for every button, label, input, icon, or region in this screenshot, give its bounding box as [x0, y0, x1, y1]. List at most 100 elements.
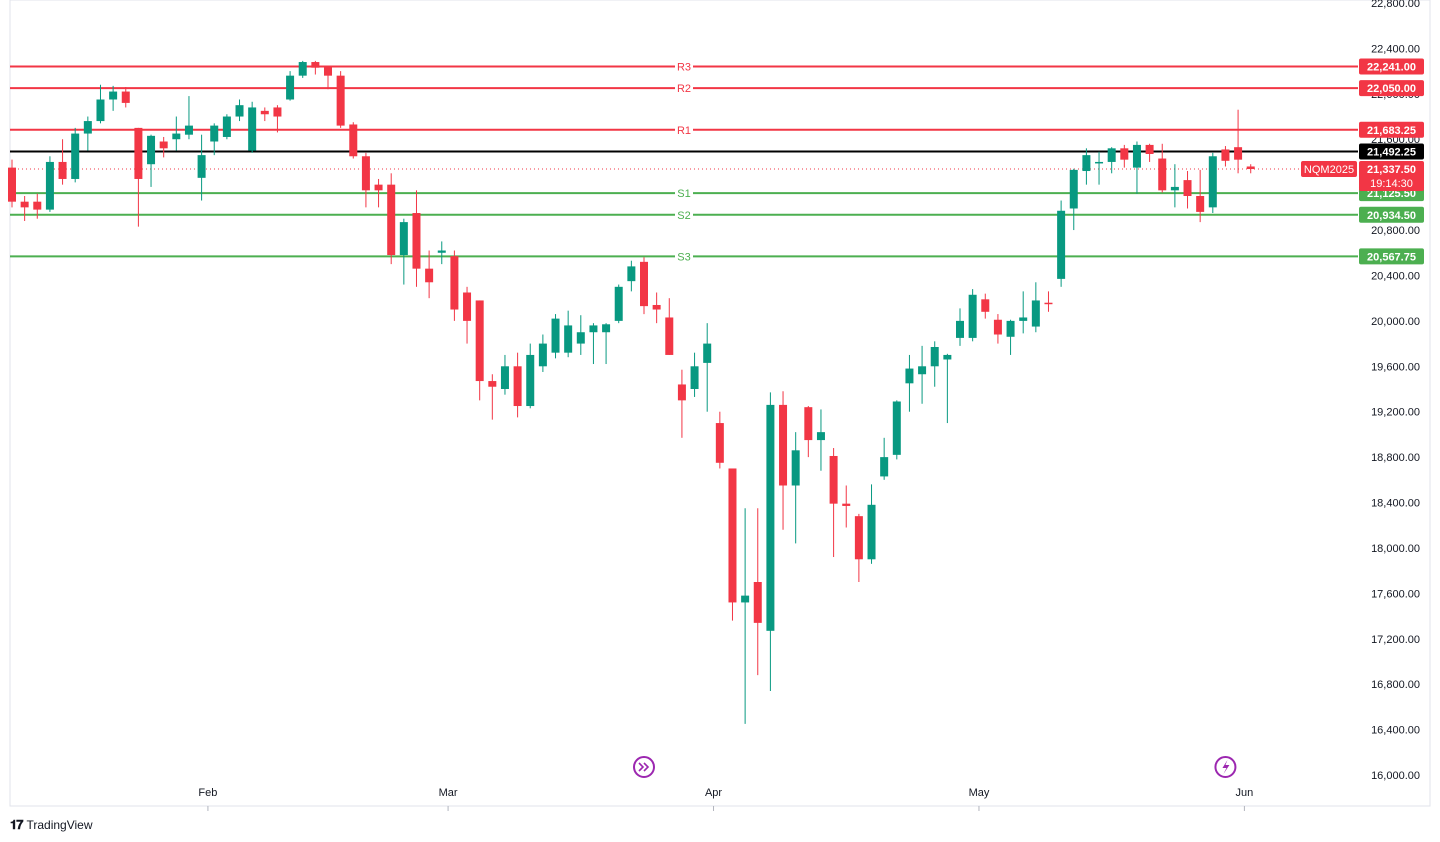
candle — [551, 314, 560, 359]
axes: 16,000.00 16,400.00 16,800.00 17,200.00 17,6… — [198, 0, 1420, 811]
countdown-label: 19:14:30 — [1370, 178, 1413, 190]
candle-body — [564, 325, 573, 353]
candle-body — [981, 299, 990, 312]
level-name: R3 — [677, 61, 691, 73]
candle-body — [134, 127, 143, 179]
y-tick-label: 18,000.00 — [1371, 543, 1420, 555]
candle — [121, 87, 130, 108]
candle-body — [475, 300, 484, 382]
candle — [1057, 200, 1066, 287]
candle-body — [1120, 148, 1129, 160]
level-price-tag — [1359, 58, 1424, 75]
candle-body — [1044, 302, 1053, 305]
candle-body — [703, 343, 712, 363]
candle-body — [121, 91, 130, 103]
candle — [867, 484, 876, 564]
candle — [842, 485, 851, 528]
candle-body — [1132, 144, 1141, 168]
candle-body — [374, 184, 383, 191]
candle-body — [71, 133, 80, 179]
level-price-tag — [1359, 121, 1424, 138]
candle-body — [349, 124, 358, 157]
candle-body — [109, 91, 118, 100]
candle-body — [45, 161, 54, 210]
candle-body — [286, 75, 295, 100]
y-tick-label: 18,800.00 — [1371, 452, 1420, 464]
candle-body — [993, 319, 1002, 335]
candle — [450, 250, 459, 321]
level-price-label: 22,050.00 — [1367, 83, 1416, 95]
candle-body — [627, 266, 636, 282]
level-price-label: 21,492.25 — [1367, 146, 1416, 158]
candle-body — [513, 366, 522, 407]
y-tick-label: 16,400.00 — [1371, 725, 1420, 737]
candle — [576, 315, 585, 355]
candle-body — [425, 268, 434, 283]
candle — [1170, 164, 1179, 208]
candle — [652, 292, 661, 324]
candle — [298, 60, 307, 78]
candle-body — [172, 133, 181, 140]
candle — [677, 369, 686, 438]
candle — [956, 308, 964, 346]
candle — [147, 134, 156, 187]
candle — [109, 85, 118, 111]
candle-body — [892, 401, 901, 455]
candle-body — [829, 455, 838, 504]
candle-body — [1082, 155, 1091, 172]
level-name-bg — [675, 82, 693, 95]
candle-body — [1246, 166, 1255, 170]
y-tick-label: 16,000.00 — [1371, 770, 1420, 782]
candle-body — [33, 201, 42, 210]
candle — [829, 448, 838, 558]
flash-marker-icon[interactable] — [1214, 756, 1237, 778]
candle — [741, 508, 750, 724]
candle — [83, 116, 92, 151]
candle — [488, 374, 497, 420]
candle — [804, 406, 813, 458]
candle — [779, 391, 788, 530]
candle — [33, 193, 42, 219]
chart-frame — [9, 0, 1431, 807]
candle-body — [222, 116, 231, 137]
candle — [1095, 151, 1104, 185]
support-resistance-levels: R3 R2 R1 S1 S2 S3 — [10, 60, 1358, 263]
candle — [1132, 141, 1141, 194]
y-tick-label: 22,400.00 — [1371, 43, 1420, 55]
candle-body — [184, 125, 193, 135]
candle — [892, 400, 901, 460]
candle — [627, 260, 636, 292]
candle-body — [20, 201, 29, 208]
candle-body — [210, 125, 219, 142]
candle — [1069, 168, 1078, 231]
candle — [184, 96, 193, 140]
candle — [728, 468, 737, 621]
candle — [1208, 152, 1217, 214]
event-markers[interactable] — [633, 756, 1237, 778]
candle — [475, 300, 484, 401]
candle-body — [791, 450, 800, 486]
candle-body — [640, 261, 648, 307]
candle — [880, 437, 889, 480]
candle-body — [1221, 149, 1230, 161]
candle — [766, 392, 775, 691]
candle — [260, 107, 269, 122]
level-price-label: 21,683.25 — [1367, 125, 1416, 137]
candle — [602, 323, 611, 365]
level-name: S3 — [677, 251, 690, 263]
candle-body — [930, 346, 939, 367]
candle — [45, 156, 54, 212]
candle — [437, 241, 446, 265]
y-tick-label: 17,600.00 — [1371, 588, 1420, 600]
candle — [96, 84, 105, 124]
candle — [703, 323, 712, 412]
candle-body — [412, 213, 421, 269]
level-price-label: 20,567.75 — [1367, 251, 1416, 263]
candle-body — [1170, 186, 1179, 191]
level-price-label: 21,125.50 — [1367, 188, 1416, 200]
candle-body — [1019, 317, 1028, 321]
replay-marker-icon[interactable] — [633, 756, 655, 778]
candle — [981, 293, 990, 319]
level-price-tag — [1359, 206, 1424, 223]
